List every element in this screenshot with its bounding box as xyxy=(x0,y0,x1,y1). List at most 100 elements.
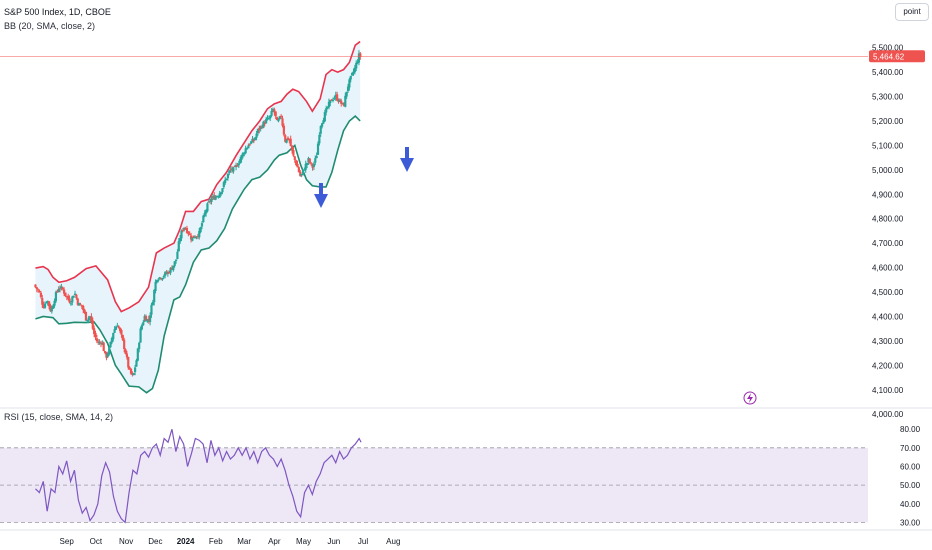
candle-body xyxy=(352,71,355,74)
candle-body xyxy=(288,139,291,141)
candle-body xyxy=(277,119,280,122)
candle-body xyxy=(61,287,64,290)
candle-body xyxy=(285,138,288,143)
candle-body xyxy=(319,126,322,134)
candle-body xyxy=(50,308,53,312)
candle-body xyxy=(173,261,176,267)
candle-body xyxy=(189,235,193,240)
candle-body xyxy=(87,317,90,321)
y-tick-label: 4,300.00 xyxy=(872,337,904,346)
candle-body xyxy=(316,143,320,155)
candle-body xyxy=(258,127,261,131)
scale-mode-button[interactable]: point xyxy=(895,3,929,21)
x-tick-label: Nov xyxy=(119,537,133,546)
x-tick-label: Mar xyxy=(237,537,251,546)
candle-body xyxy=(260,126,264,128)
candle-body xyxy=(105,352,108,358)
candle-body xyxy=(191,236,194,241)
candle-body xyxy=(314,158,317,163)
candle-body xyxy=(78,303,81,306)
candle-body xyxy=(69,303,73,305)
candle-body xyxy=(252,139,255,141)
candle-body xyxy=(46,300,49,304)
candle-body xyxy=(207,201,210,203)
candle-body xyxy=(340,100,343,104)
candle-body xyxy=(80,305,83,307)
candle-body xyxy=(301,169,305,174)
candle-body xyxy=(239,159,242,164)
last-price-tag-bg xyxy=(869,50,925,63)
candle-body xyxy=(129,368,133,374)
candle-body xyxy=(284,135,287,142)
candle-body xyxy=(262,121,265,128)
candle-body xyxy=(271,109,275,112)
candle-body xyxy=(128,367,131,369)
candle-body xyxy=(254,137,257,140)
candle-body xyxy=(121,334,124,341)
candle-body xyxy=(45,302,48,304)
y-tick-label: 5,500.00 xyxy=(872,44,904,53)
candle-body xyxy=(94,332,97,338)
candle-body xyxy=(273,109,276,113)
candle-body xyxy=(99,342,103,344)
candle-body xyxy=(188,234,191,236)
candle-body xyxy=(280,115,283,118)
candle-body xyxy=(198,230,201,238)
candle-body xyxy=(237,163,240,166)
candle-body xyxy=(71,296,74,303)
main-legend: S&P 500 Index, 1D, CBOE xyxy=(4,7,111,17)
y-tick-label: 5,300.00 xyxy=(872,93,904,102)
y-tick-label: 4,500.00 xyxy=(872,288,904,297)
candle-body xyxy=(164,272,167,276)
last-price-tag: 5,464.62 xyxy=(869,50,925,63)
x-tick-label: Aug xyxy=(386,537,400,546)
candle-body xyxy=(159,278,163,280)
candle-body xyxy=(226,173,230,179)
candle-body xyxy=(76,298,79,305)
candle-body xyxy=(176,251,179,259)
candle-body xyxy=(307,158,310,163)
candle-body xyxy=(179,238,182,242)
candle-body xyxy=(48,301,51,307)
y-tick-label: 5,400.00 xyxy=(872,68,904,77)
candle-body xyxy=(65,296,68,298)
candle-body xyxy=(168,271,171,274)
candle-body xyxy=(101,342,104,345)
candle-body xyxy=(213,195,216,200)
candle-body xyxy=(106,353,109,357)
candle-body xyxy=(240,155,243,160)
y-tick-label: 4,400.00 xyxy=(872,312,904,321)
candle-body xyxy=(217,196,220,198)
candle-body xyxy=(144,316,148,321)
candle-body xyxy=(304,163,307,170)
candle-body xyxy=(127,357,130,368)
candle-body xyxy=(266,117,269,120)
candle-body xyxy=(42,304,45,309)
candle-body xyxy=(342,102,346,107)
candle-body xyxy=(138,342,141,349)
candle-body xyxy=(39,292,43,297)
candle-body xyxy=(295,160,298,165)
x-tick-label: Feb xyxy=(209,537,223,546)
candle-body xyxy=(143,316,146,322)
candle-body xyxy=(125,353,129,358)
candle-body xyxy=(322,120,325,124)
candle-body xyxy=(230,168,234,171)
x-tick-label: 2024 xyxy=(177,537,195,546)
candle-body xyxy=(68,298,71,303)
candle-body xyxy=(331,100,335,102)
candle-body xyxy=(209,200,212,202)
candle-body xyxy=(169,267,172,273)
candle-body xyxy=(247,145,250,149)
rsi-line xyxy=(35,429,362,524)
candle-body xyxy=(243,153,246,155)
candle-body xyxy=(154,281,157,291)
candle-body xyxy=(151,301,154,306)
candle-body xyxy=(241,152,245,157)
candle-body xyxy=(308,158,311,163)
candle-body xyxy=(204,210,208,214)
candle-body xyxy=(63,289,66,294)
candle-body xyxy=(296,163,299,168)
candle-body xyxy=(93,328,96,335)
